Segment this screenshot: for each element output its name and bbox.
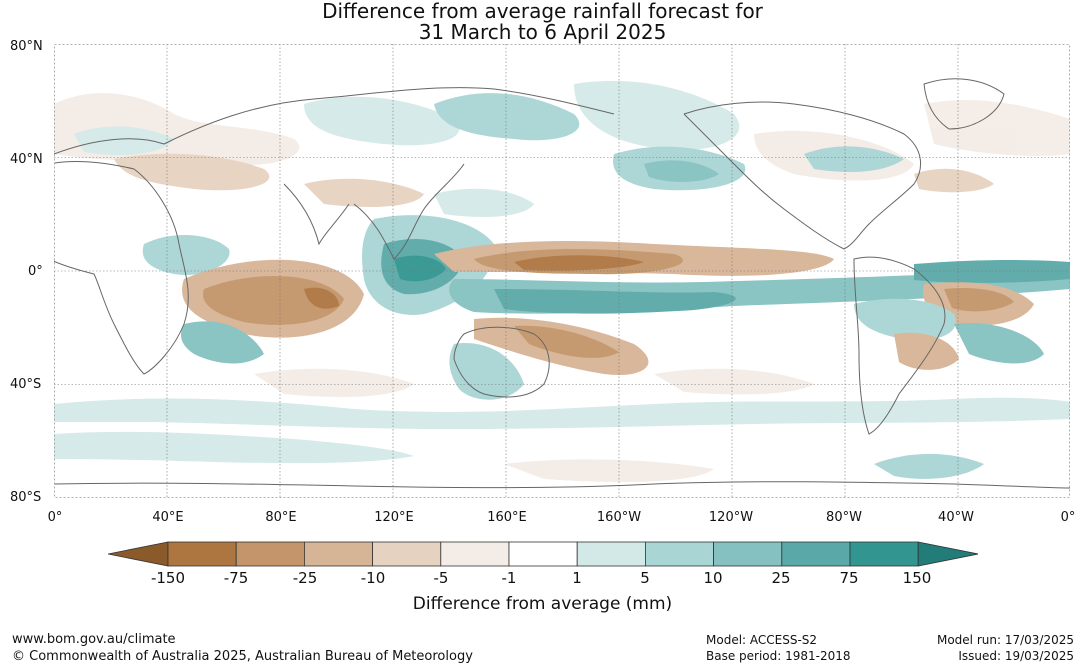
lon-label-120e: 120°E xyxy=(374,510,414,525)
colorbar-swatch xyxy=(372,541,442,567)
colorbar-tick-label: -10 xyxy=(360,569,386,587)
colorbar-swatch xyxy=(713,541,783,567)
map-title-line-1: Difference from average rainfall forecas… xyxy=(322,0,763,23)
lon-label-40e: 40°E xyxy=(152,510,184,525)
colorbar-swatch xyxy=(781,541,851,567)
colorbar-extend-high xyxy=(917,541,978,567)
colorbar-extend-low xyxy=(108,541,169,567)
footer-base-period: Base period: 1981-2018 xyxy=(706,649,851,663)
colorbar-tick-label: -150 xyxy=(150,569,186,587)
footer-url[interactable]: www.bom.gov.au/climate xyxy=(12,632,176,647)
colorbar-tick-label: -75 xyxy=(223,569,249,587)
anomaly-fields xyxy=(54,80,1070,482)
footer-issued: Issued: 19/03/2025 xyxy=(958,649,1074,663)
lat-label-80s: 80°S xyxy=(10,490,42,505)
lat-label-equator: 0° xyxy=(28,264,43,279)
colorbar-swatch xyxy=(167,541,237,567)
lon-label-160e: 160°E xyxy=(487,510,527,525)
colorbar-tick-label: -25 xyxy=(292,569,318,587)
map-frame xyxy=(54,44,1070,498)
lat-label-40n: 40°N xyxy=(10,152,43,167)
lon-label-80e: 80°E xyxy=(265,510,297,525)
graticule xyxy=(54,44,1070,498)
lon-label-0-left: 0° xyxy=(47,510,63,525)
colorbar-swatch xyxy=(303,541,373,567)
colorbar xyxy=(108,541,978,567)
lat-label-40s: 40°S xyxy=(10,377,42,392)
colorbar-tick-label: 10 xyxy=(703,569,723,587)
rainfall-anomaly-map xyxy=(54,44,1070,498)
lon-label-40w: 40°W xyxy=(938,510,974,525)
lon-label-160w: 160°W xyxy=(596,510,642,525)
colorbar-swatch xyxy=(576,541,646,567)
colorbar-tick-label: 5 xyxy=(640,569,650,587)
coastlines xyxy=(54,78,1070,489)
footer-copyright: © Commonwealth of Australia 2025, Austra… xyxy=(12,649,473,664)
colorbar-tick-label: 1 xyxy=(572,569,582,587)
lon-label-120w: 120°W xyxy=(708,510,754,525)
colorbar-swatch xyxy=(508,541,578,567)
map-title-line-2: 31 March to 6 April 2025 xyxy=(418,20,667,44)
lon-label-0-right: 0° xyxy=(1060,510,1076,525)
colorbar-swatch xyxy=(440,541,510,567)
lon-label-80w: 80°W xyxy=(826,510,862,525)
colorbar-tick-label: 150 xyxy=(902,569,932,587)
colorbar-tick-label: 25 xyxy=(771,569,791,587)
colorbar-swatch xyxy=(235,541,305,567)
lat-label-80n: 80°N xyxy=(10,39,43,54)
footer-model-run: Model run: 17/03/2025 xyxy=(936,633,1074,647)
colorbar-tick-label: 75 xyxy=(839,569,859,587)
footer-model: Model: ACCESS-S2 xyxy=(706,633,818,647)
colorbar-title: Difference from average (mm) xyxy=(412,594,673,614)
colorbar-tick-label: -5 xyxy=(433,569,449,587)
colorbar-swatch xyxy=(645,541,715,567)
colorbar-tick-label: -1 xyxy=(501,569,517,587)
colorbar-swatch xyxy=(849,541,919,567)
